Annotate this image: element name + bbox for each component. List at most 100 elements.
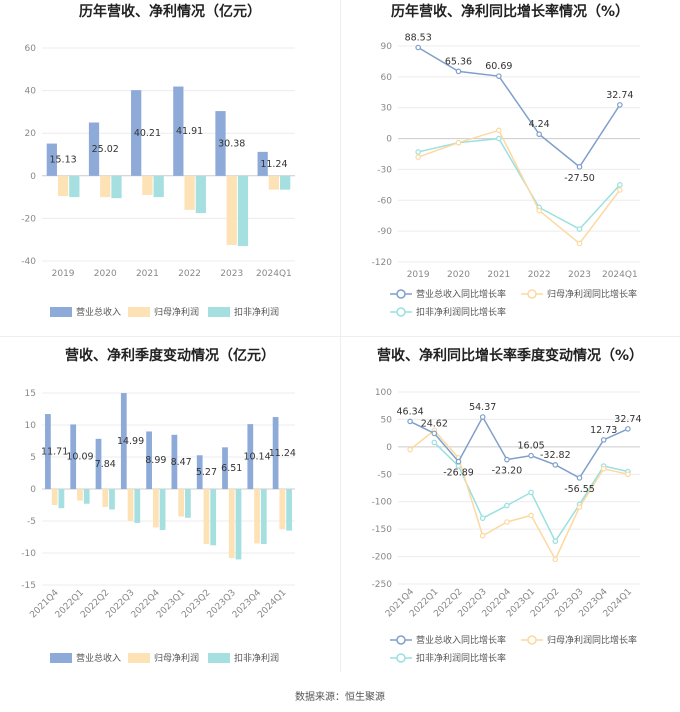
point-营业总收入同比增长率 (625, 426, 631, 432)
legend-swatch (50, 653, 72, 663)
point-归母净利润同比增长率 (576, 504, 583, 511)
data-label: 24.62 (421, 418, 448, 429)
legend-marker (396, 653, 406, 663)
legend-label: 归母净利润 (154, 652, 199, 664)
bar-归母净利润 (228, 489, 235, 559)
line-归母净利润同比增长率 (409, 429, 629, 561)
x-tick-label: 2019 (52, 269, 75, 279)
quarterly-bar-chart: 营收、净利季度变动情况（亿元）-15-10-50510152021Q42022Q… (21, 347, 296, 664)
bar-扣非净利润 (134, 489, 141, 523)
bar-归母净利润 (268, 175, 280, 190)
point-扣非净利润同比增长率 (504, 502, 510, 509)
data-label: -56.55 (564, 484, 595, 495)
point-营业总收入同比增长率 (552, 462, 559, 468)
bar-营业总收入 (173, 86, 184, 176)
chart-title: 营收、净利季度变动情况（亿元） (65, 347, 275, 364)
y-tick-label: -20 (21, 214, 36, 224)
bar-营业总收入 (196, 455, 203, 489)
bar-扣非净利润 (153, 175, 164, 198)
data-label: 60.69 (485, 61, 512, 72)
data-label: 4.24 (529, 119, 550, 130)
bar-归母净利润 (203, 489, 210, 545)
bar-扣非净利润 (235, 489, 242, 560)
bar-归母净利润 (51, 489, 58, 505)
point-归母净利润同比增长率 (576, 240, 583, 247)
y-tick-label: -100 (372, 498, 393, 508)
chart-quarterly-growth: 营收、净利同比增长率季度变动情况（%） -250 -200 -150 -100 -50 0 5… (340, 344, 680, 688)
point-营业总收入同比增长率 (576, 475, 583, 481)
bar-营业总收入 (120, 393, 127, 489)
y-tick-label: -15 (21, 581, 36, 591)
legend-label: 归母净利润 (154, 306, 199, 318)
legend-swatch (208, 653, 230, 663)
bar-扣非净利润 (111, 175, 122, 199)
x-tick-label: 2024Q1 (256, 269, 292, 279)
data-label: 11.24 (269, 448, 296, 459)
quarterly-line-chart: 营收、净利同比增长率季度变动情况（%） -250 -200 -150 -100 -50 0 5… (372, 347, 643, 664)
legend-label: 归母净利润同比增长率 (547, 288, 637, 300)
y-tick-label: -150 (372, 525, 393, 535)
x-tick-label: 2024Q1 (602, 270, 638, 280)
chart-title: 营收、净利同比增长率季度变动情况（%） (377, 347, 643, 364)
annual-line-chart: 历年营收、净利同比增长率情况（%） -120 -90 -60 -30 0 30 60 90 201… (372, 3, 640, 318)
point-营业总收入同比增长率 (576, 164, 583, 170)
legend-label: 归母净利润同比增长率 (547, 634, 637, 646)
y-tick-label: -30 (377, 165, 392, 175)
horizontal-divider (0, 336, 680, 337)
bar-营业总收入 (95, 438, 102, 489)
bar-营业总收入 (70, 424, 77, 489)
bar-归母净利润 (279, 489, 286, 530)
data-label: 54.37 (469, 402, 496, 413)
x-tick-label: 2021 (487, 270, 510, 280)
x-tick-label: 2024Q1 (256, 588, 288, 620)
bar-扣非净利润 (237, 175, 249, 247)
y-tick-label: -60 (377, 196, 392, 206)
point-归母净利润同比增长率 (536, 207, 542, 214)
bar-营业总收入 (247, 424, 254, 489)
point-营业总收入同比增长率 (528, 452, 534, 459)
data-label: 32.74 (606, 90, 633, 101)
bar-营业总收入 (131, 90, 142, 176)
y-tick-label: -90 (377, 227, 392, 237)
x-tick-label: 2023 (568, 270, 591, 280)
bar-扣非净利润 (286, 489, 292, 531)
line-营业总收入同比增长率 (409, 415, 629, 479)
y-tick-label: 5 (30, 453, 36, 463)
y-tick-label: -250 (372, 580, 393, 590)
bar-营业总收入 (45, 414, 51, 489)
bar-归母净利润 (142, 175, 153, 195)
point-归母净利润同比增长率 (496, 127, 502, 134)
bar-扣非净利润 (280, 175, 291, 190)
x-tick-label: 2020 (447, 270, 470, 280)
y-tick-label: 100 (375, 388, 392, 398)
x-tick-label: 2023 (220, 269, 243, 279)
data-label: 6.51 (221, 463, 242, 474)
chart-annual-revenue-profit: 历年营收、净利情况（亿元） -40 -20 0 20 40 60 2019 2020 2021 20… (0, 0, 340, 344)
point-营业总收入同比增长率 (536, 131, 542, 138)
bar-营业总收入 (222, 447, 228, 489)
data-label: 11.24 (260, 159, 287, 170)
point-扣非净利润同比增长率 (576, 226, 583, 232)
y-tick-label: 60 (381, 73, 393, 83)
bar-归母净利润 (152, 489, 159, 528)
legend-marker (396, 635, 406, 645)
bar-归母净利润 (57, 175, 69, 197)
chart-title: 历年营收、净利同比增长率情况（%） (391, 3, 629, 20)
data-label: 41.91 (176, 126, 203, 137)
x-tick-label: 2019 (407, 270, 430, 280)
point-营业总收入同比增长率 (407, 418, 413, 425)
x-tick-label: 2022 (528, 270, 551, 280)
point-营业总收入同比增长率 (455, 458, 462, 465)
data-label: 7.84 (95, 459, 116, 470)
y-tick-label: 10 (25, 421, 37, 431)
legend-swatch (128, 653, 150, 663)
point-归母净利润同比增长率 (600, 466, 607, 472)
legend-marker (527, 635, 537, 645)
point-扣非净利润同比增长率 (552, 538, 559, 545)
bar-扣非净利润 (109, 489, 115, 510)
bar-归母净利润 (100, 175, 111, 198)
bar-归母净利润 (254, 489, 260, 544)
data-label: 46.34 (396, 406, 423, 417)
data-label: 5.27 (196, 467, 217, 478)
chart-quarterly-revenue-profit: 营收、净利季度变动情况（亿元） -15 -10 -5 0 5 10 15 2021Q4 2022Q… (0, 344, 340, 688)
